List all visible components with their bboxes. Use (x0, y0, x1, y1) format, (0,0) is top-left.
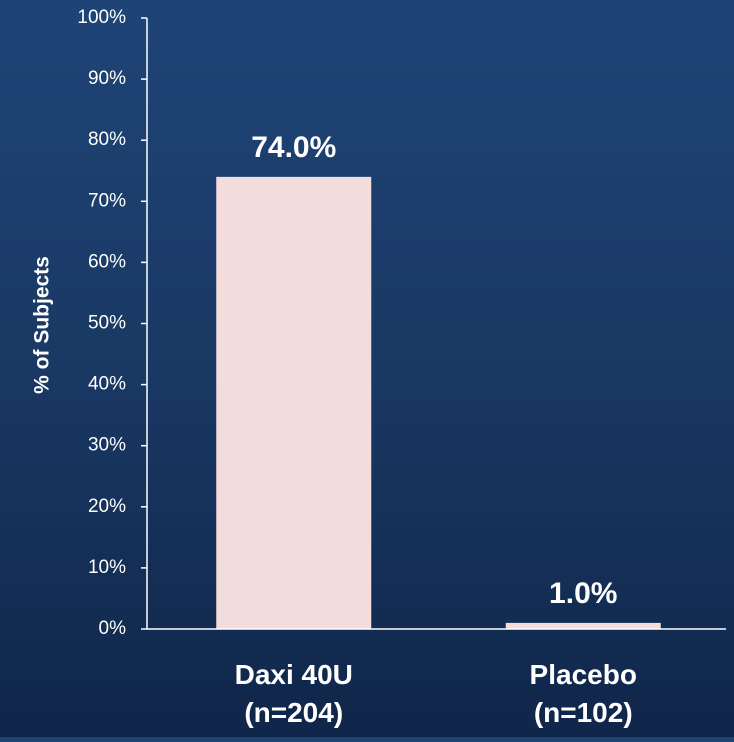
y-tick-label: 10% (88, 557, 126, 578)
y-tick-label: 40% (88, 374, 126, 395)
bars (216, 176, 661, 630)
y-tick-label: 80% (88, 129, 126, 150)
y-tick-label: 70% (88, 190, 126, 211)
y-tick-label: 100% (77, 7, 126, 28)
bar (505, 622, 661, 629)
x-tick-label: (n=102) (534, 697, 633, 728)
y-tick-label: 20% (88, 496, 126, 517)
y-tick-label: 60% (88, 251, 126, 272)
x-tick-label: Placebo (530, 659, 637, 690)
y-tick-label: 0% (99, 618, 127, 639)
y-tick-label: 90% (88, 68, 126, 89)
y-axis-label: % of Subjects (31, 256, 54, 394)
bar (216, 176, 372, 630)
data-labels: 74.0% 1.0% (251, 131, 617, 610)
axes (146, 18, 726, 630)
x-axis-tick-labels: Daxi 40U (n=204) Placebo (n=102) (235, 659, 637, 728)
x-tick-label: (n=204) (244, 697, 343, 728)
y-tick-label: 30% (88, 435, 126, 456)
data-label: 74.0% (251, 131, 336, 164)
y-axis-ticks: 0% 10% 20% 30% 40% 50% 60% 70% 80% 90% 100% (77, 7, 147, 639)
data-label: 1.0% (549, 577, 617, 610)
y-tick-label: 50% (88, 313, 126, 334)
x-tick-label: Daxi 40U (235, 659, 353, 690)
